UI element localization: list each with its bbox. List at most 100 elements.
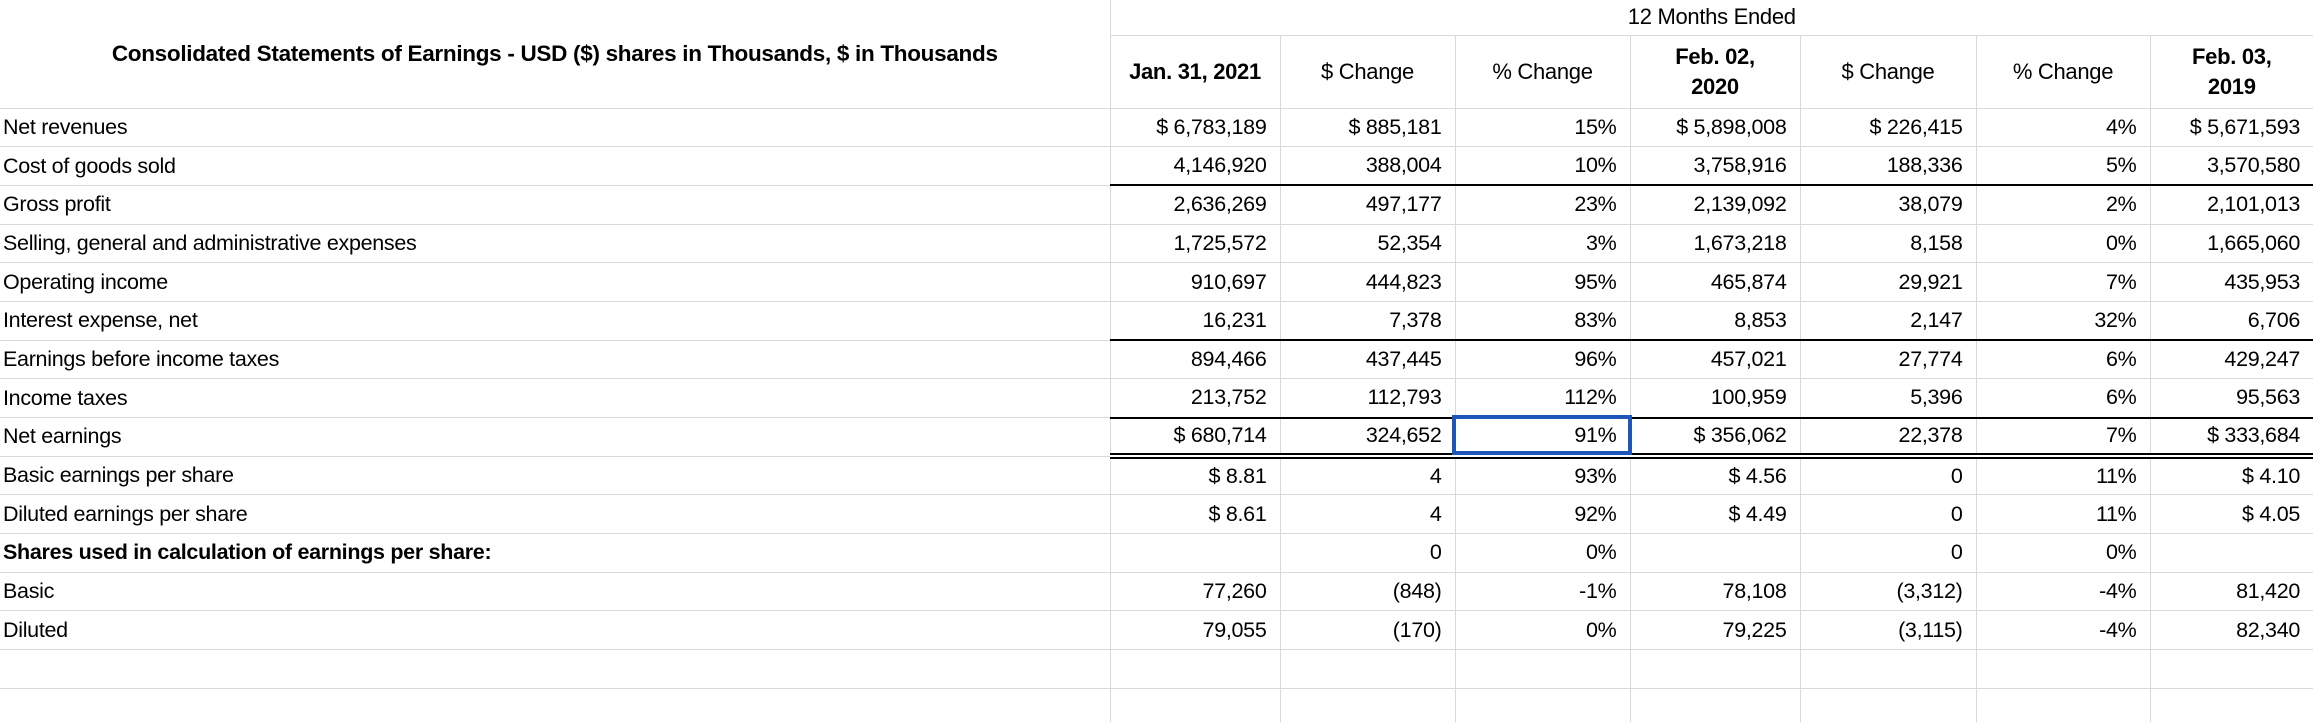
- cell[interactable]: 3%: [1454, 224, 1630, 264]
- cell[interactable]: 0%: [1454, 533, 1630, 573]
- cell[interactable]: [1279, 688, 1455, 722]
- period-header-cell[interactable]: 12 Months Ended: [1109, 0, 2313, 36]
- cell[interactable]: 437,445: [1279, 340, 1455, 380]
- cell[interactable]: 0: [1799, 456, 1976, 496]
- cell[interactable]: 91%: [1454, 417, 1630, 460]
- cell[interactable]: 894,466: [1109, 340, 1280, 380]
- row-label[interactable]: Earnings before income taxes: [0, 340, 1110, 380]
- cell[interactable]: 444,823: [1279, 262, 1455, 302]
- cell[interactable]: [1109, 533, 1280, 573]
- cell[interactable]: [1629, 688, 1800, 722]
- cell[interactable]: 4: [1279, 456, 1455, 496]
- cell[interactable]: 11%: [1975, 494, 2150, 535]
- cell[interactable]: 6%: [1975, 378, 2150, 419]
- cell[interactable]: [1109, 649, 1280, 689]
- cell[interactable]: 324,652: [1279, 417, 1455, 460]
- cell[interactable]: 6,706: [2149, 301, 2313, 342]
- cell[interactable]: 5%: [1975, 146, 2150, 187]
- cell[interactable]: [1975, 688, 2150, 722]
- cell[interactable]: 4%: [1975, 108, 2150, 148]
- cell[interactable]: $ 5,898,008: [1629, 108, 1800, 148]
- cell[interactable]: 4,146,920: [1109, 146, 1280, 187]
- row-label[interactable]: Gross profit: [0, 185, 1110, 225]
- row-label[interactable]: Diluted earnings per share: [0, 494, 1110, 535]
- cell[interactable]: 8,853: [1629, 301, 1800, 342]
- cell[interactable]: 388,004: [1279, 146, 1455, 187]
- statement-title-cell[interactable]: Consolidated Statements of Earnings - US…: [0, 0, 1110, 109]
- cell[interactable]: 6%: [1975, 340, 2150, 380]
- cell[interactable]: 1,665,060: [2149, 224, 2313, 264]
- cell[interactable]: 7%: [1975, 417, 2150, 460]
- column-header-1[interactable]: Jan. 31, 2021: [1109, 35, 1280, 109]
- row-label[interactable]: Net revenues: [0, 108, 1110, 148]
- cell[interactable]: $ 885,181: [1279, 108, 1455, 148]
- column-header-5[interactable]: $ Change: [1799, 35, 1976, 109]
- cell[interactable]: 435,953: [2149, 262, 2313, 302]
- cell[interactable]: 429,247: [2149, 340, 2313, 380]
- cell[interactable]: 497,177: [1279, 185, 1455, 225]
- cell[interactable]: [2149, 649, 2313, 689]
- cell[interactable]: [1454, 688, 1630, 722]
- row-label[interactable]: Net earnings: [0, 417, 1110, 457]
- cell[interactable]: [1629, 533, 1800, 573]
- row-label[interactable]: Interest expense, net: [0, 301, 1110, 341]
- cell[interactable]: 83%: [1454, 301, 1630, 342]
- cell[interactable]: 0: [1279, 533, 1455, 573]
- cell[interactable]: 112,793: [1279, 378, 1455, 419]
- cell[interactable]: [1799, 688, 1976, 722]
- cell[interactable]: 79,055: [1109, 610, 1280, 651]
- cell[interactable]: $ 680,714: [1109, 417, 1280, 460]
- cell[interactable]: 465,874: [1629, 262, 1800, 302]
- cell[interactable]: $ 4.10: [2149, 456, 2313, 496]
- cell[interactable]: 457,021: [1629, 340, 1800, 380]
- cell[interactable]: 23%: [1454, 185, 1630, 225]
- cell[interactable]: $ 356,062: [1629, 417, 1800, 460]
- cell[interactable]: 81,420: [2149, 572, 2313, 612]
- cell[interactable]: [1279, 649, 1455, 689]
- row-label[interactable]: Basic: [0, 572, 1110, 612]
- cell[interactable]: 95,563: [2149, 378, 2313, 419]
- cell[interactable]: 213,752: [1109, 378, 1280, 419]
- row-label[interactable]: Income taxes: [0, 378, 1110, 418]
- cell[interactable]: 0%: [1975, 224, 2150, 264]
- cell[interactable]: 95%: [1454, 262, 1630, 302]
- cell[interactable]: [1629, 649, 1800, 689]
- cell[interactable]: 78,108: [1629, 572, 1800, 612]
- cell[interactable]: -4%: [1975, 572, 2150, 612]
- column-header-3[interactable]: % Change: [1454, 35, 1630, 109]
- column-header-7[interactable]: Feb. 03, 2019: [2149, 35, 2313, 109]
- row-label[interactable]: [0, 649, 1110, 689]
- cell[interactable]: 4: [1279, 494, 1455, 535]
- cell[interactable]: 38,079: [1799, 185, 1976, 225]
- column-header-6[interactable]: % Change: [1975, 35, 2150, 109]
- cell[interactable]: 8,158: [1799, 224, 1976, 264]
- cell[interactable]: 2,101,013: [2149, 185, 2313, 225]
- cell[interactable]: 7%: [1975, 262, 2150, 302]
- cell[interactable]: (170): [1279, 610, 1455, 651]
- cell[interactable]: 10%: [1454, 146, 1630, 187]
- cell[interactable]: $ 226,415: [1799, 108, 1976, 148]
- cell[interactable]: 93%: [1454, 456, 1630, 496]
- cell[interactable]: 2,139,092: [1629, 185, 1800, 225]
- row-label[interactable]: Shares used in calculation of earnings p…: [0, 533, 1110, 573]
- cell[interactable]: 3,758,916: [1629, 146, 1800, 187]
- cell[interactable]: [1975, 649, 2150, 689]
- cell[interactable]: 0%: [1454, 610, 1630, 651]
- cell[interactable]: 15%: [1454, 108, 1630, 148]
- cell[interactable]: 11%: [1975, 456, 2150, 496]
- cell[interactable]: 1,673,218: [1629, 224, 1800, 264]
- cell[interactable]: 32%: [1975, 301, 2150, 342]
- column-header-4[interactable]: Feb. 02, 2020: [1629, 35, 1800, 109]
- cell[interactable]: $ 4.49: [1629, 494, 1800, 535]
- column-header-2[interactable]: $ Change: [1279, 35, 1455, 109]
- cell[interactable]: 188,336: [1799, 146, 1976, 187]
- cell[interactable]: 0: [1799, 494, 1976, 535]
- cell[interactable]: $ 333,684: [2149, 417, 2313, 460]
- cell[interactable]: 16,231: [1109, 301, 1280, 342]
- cell[interactable]: (3,312): [1799, 572, 1976, 612]
- cell[interactable]: [1454, 649, 1630, 689]
- row-label[interactable]: [0, 688, 1110, 722]
- cell[interactable]: 112%: [1454, 378, 1630, 419]
- cell[interactable]: $ 5,671,593: [2149, 108, 2313, 148]
- cell[interactable]: 5,396: [1799, 378, 1976, 419]
